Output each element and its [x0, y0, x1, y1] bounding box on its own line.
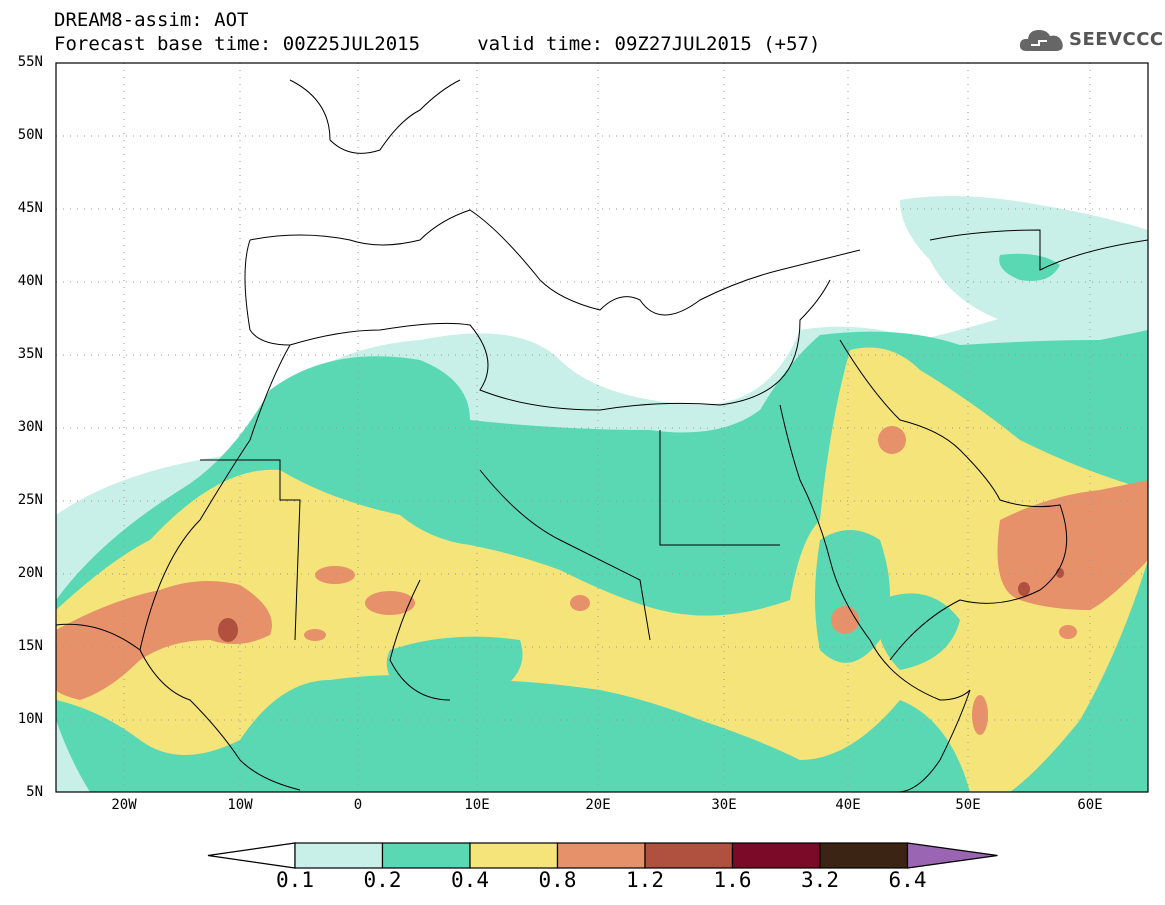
longitude-label: 10W: [227, 797, 253, 813]
longitude-label: 40E: [835, 797, 861, 813]
seevccc-logo: SEEVCCC: [1017, 23, 1163, 57]
colorbar: [207, 842, 998, 869]
latitude-label: 25N: [17, 492, 43, 508]
longitude-label: 50E: [955, 797, 981, 813]
coastlines: [56, 79, 1148, 792]
colorbar-swatch: [731, 842, 821, 869]
colorbar-label: 0.4: [451, 868, 489, 892]
colorbar-label: 0.8: [538, 868, 577, 892]
latitude-label: 5N: [26, 784, 43, 800]
colorbar-swatch: [644, 842, 734, 869]
aot-field: [56, 196, 1148, 792]
latitude-label: 15N: [17, 638, 43, 654]
plot-frame: [55, 62, 1149, 793]
colorbar-label: 3.2: [801, 868, 839, 892]
longitude-label: 20W: [111, 797, 137, 813]
colorbar-label: 0.1: [276, 868, 314, 892]
latitude-label: 10N: [17, 711, 43, 727]
longitude-label: 30E: [711, 797, 737, 813]
colorbar-swatch: [556, 842, 646, 869]
colorbar-label: 6.4: [888, 868, 927, 892]
colorbar-min-arrow: [207, 842, 296, 869]
colorbar-swatch: [381, 842, 471, 869]
longitude-label: 0: [353, 797, 363, 813]
colorbar-swatch: [294, 842, 384, 869]
latitude-label: 55N: [17, 54, 43, 70]
graticule: [56, 63, 1148, 792]
colorbar-max-arrow: [906, 842, 998, 869]
longitude-label: 20E: [585, 797, 611, 813]
latitude-label: 20N: [17, 565, 43, 581]
colorbar-swatch: [819, 842, 909, 869]
colorbar-label: 1.6: [713, 868, 752, 892]
colorbar-swatch: [469, 842, 559, 869]
colorbar-label: 0.2: [363, 868, 402, 892]
latitude-label: 45N: [17, 200, 43, 216]
latitude-label: 35N: [17, 346, 43, 362]
longitude-label: 10E: [464, 797, 490, 813]
longitude-label: 60E: [1077, 797, 1103, 813]
latitude-label: 40N: [17, 273, 43, 289]
forecast-times: Forecast base time: 00Z25JUL2015 valid t…: [54, 33, 821, 55]
latitude-label: 30N: [17, 419, 43, 435]
latitude-label: 50N: [17, 127, 43, 143]
chart-title: DREAM8-assim: AOT: [54, 9, 249, 31]
colorbar-label: 1.2: [626, 868, 664, 892]
cloud-icon: [1019, 30, 1063, 51]
logo-text: SEEVCCC: [1069, 29, 1164, 50]
